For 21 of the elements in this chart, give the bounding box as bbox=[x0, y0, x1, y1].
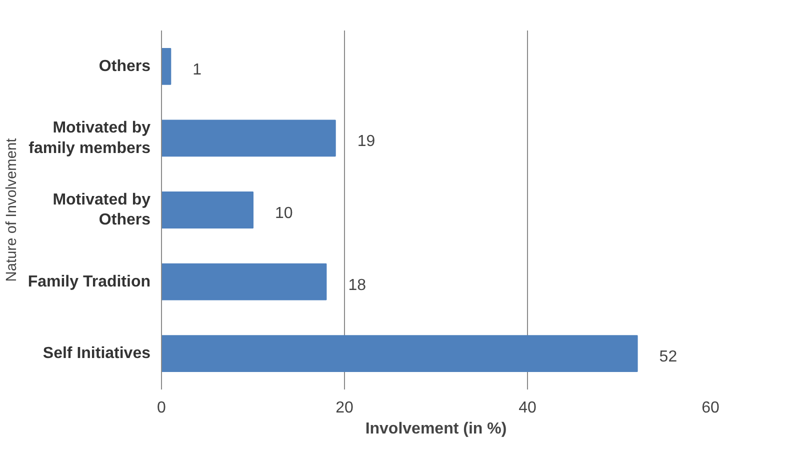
x-axis-title: Involvement (in %) bbox=[365, 420, 507, 438]
x-tick-label: 20 bbox=[336, 400, 354, 416]
bar bbox=[162, 192, 254, 228]
x-tick-label: 60 bbox=[702, 400, 720, 416]
x-tick-label: 0 bbox=[157, 400, 166, 416]
data-label: 1 bbox=[192, 61, 202, 78]
bar bbox=[162, 335, 638, 372]
y-tick-label: Motivated by Others bbox=[52, 191, 151, 229]
data-label: 10 bbox=[275, 205, 293, 222]
y-tick-label: Family Tradition bbox=[28, 273, 150, 290]
data-label: 52 bbox=[659, 348, 678, 366]
y-axis-title: Nature of Involvement bbox=[4, 138, 20, 282]
data-label: 18 bbox=[348, 276, 366, 294]
x-tick-label: 40 bbox=[518, 400, 536, 416]
bar bbox=[162, 263, 327, 300]
bar bbox=[162, 120, 336, 157]
y-tick-label: Others bbox=[98, 58, 151, 75]
y-tick-label: Self Initiatives bbox=[42, 345, 151, 362]
bar bbox=[162, 48, 172, 85]
data-label: 19 bbox=[357, 133, 376, 150]
y-tick-label: Motivated by family members bbox=[28, 120, 151, 157]
